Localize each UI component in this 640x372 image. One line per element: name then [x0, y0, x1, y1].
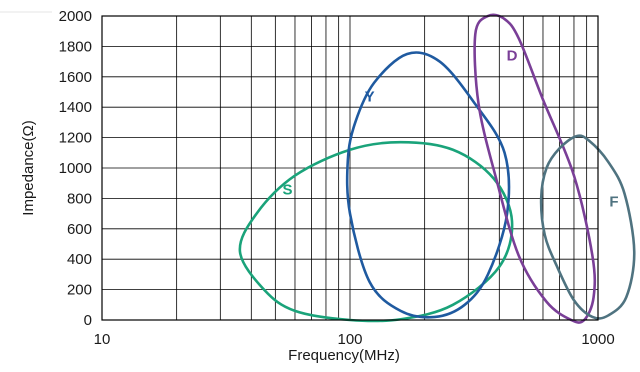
grid [102, 16, 598, 320]
y-tick-label: 1800 [59, 38, 92, 55]
y-axis-label: Impedance(Ω) [20, 120, 37, 215]
y-tick-label: 200 [67, 282, 92, 299]
y-tick-label: 1200 [59, 130, 92, 147]
plot-area-frame [101, 15, 599, 321]
series-f-label: F [609, 193, 618, 210]
series-group [238, 13, 636, 324]
x-axis-label: Frequency(MHz) [288, 347, 400, 364]
x-tick-label: 100 [337, 331, 362, 348]
y-tick-label: 600 [67, 221, 92, 238]
x-tick-label: 1000 [581, 331, 614, 348]
tick-labels: 10 100 1000 0 200 400 600 800 1000 1200 1400 1600 18… [59, 8, 615, 348]
series-d-curve [473, 13, 597, 324]
series-labels: S Y D F [283, 48, 619, 211]
y-tick-label: 1000 [59, 160, 92, 177]
series-y-curve [345, 51, 511, 319]
y-tick-label: 0 [84, 312, 92, 329]
y-tick-label: 800 [67, 190, 92, 207]
series-f-curve [539, 134, 636, 320]
x-tick-label: 10 [94, 331, 111, 348]
series-d-label: D [507, 48, 518, 65]
series-s-label: S [283, 181, 293, 198]
y-tick-label: 1600 [59, 69, 92, 86]
series-s-curve [238, 140, 514, 323]
y-tick-label: 400 [67, 251, 92, 268]
y-tick-label: 1400 [59, 99, 92, 116]
series-y-label: Y [365, 89, 375, 106]
y-tick-label: 2000 [59, 8, 92, 25]
